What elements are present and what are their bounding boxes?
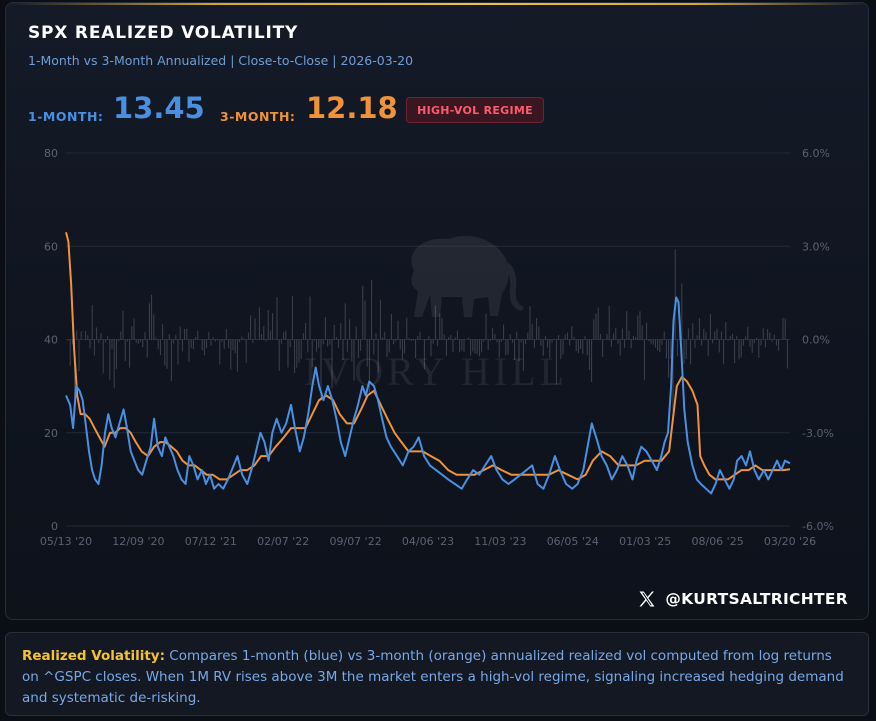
x-tick-label: 09/07 '22 [329, 535, 381, 548]
one-month-series-line [65, 296, 791, 495]
ivory-hill-watermark: IVORY HILL [304, 235, 568, 394]
chart-title: SPX REALIZED VOLATILITY [28, 23, 299, 43]
one-month-value: 13.45 [113, 91, 205, 125]
footer-lead: Realized Volatility: [22, 648, 166, 664]
social-handle[interactable]: @KURTSALTRICHTER [637, 589, 848, 609]
one-month-label: 1-MONTH: [28, 109, 104, 124]
x-tick-label: 06/05 '24 [547, 535, 599, 548]
y-tick-label: 80 [44, 147, 58, 160]
y2-tick-label: -6.0% [802, 520, 834, 533]
y-tick-label: 0 [51, 520, 58, 533]
daily-returns-bars [67, 249, 788, 412]
elephant-icon [411, 235, 524, 317]
x-tick-label: 01/03 '25 [619, 535, 671, 548]
x-tick-label: 02/07 '22 [257, 535, 309, 548]
x-tick-label: 08/06 '25 [691, 535, 743, 548]
y-tick-label: 40 [44, 334, 58, 347]
y2-tick-label: 0.0% [802, 334, 830, 347]
three-month-value: 12.18 [306, 91, 398, 125]
y-tick-label: 60 [44, 240, 58, 253]
chart-subtitle: 1-Month vs 3-Month Annualized | Close-to… [28, 53, 414, 68]
three-month-label: 3-MONTH: [220, 109, 296, 124]
x-tick-label: 11/03 '23 [474, 535, 526, 548]
axis-labels: 0 20 40 60 80 -6.0% -3.0% 0.0% 3.0% 6.0% 05/13 '20… [40, 147, 834, 548]
x-tick-label: 03/20 '26 [764, 535, 816, 548]
social-handle-text: @KURTSALTRICHTER [665, 590, 848, 608]
y2-tick-label: 3.0% [802, 240, 830, 253]
x-tick-label: 07/12 '21 [185, 535, 237, 548]
regime-badge: HIGH-VOL REGIME [406, 97, 544, 123]
grid-lines [66, 152, 790, 527]
footer-note: Realized Volatility: Compares 1-month (b… [5, 632, 869, 716]
card-accent-line [6, 3, 868, 5]
x-tick-label: 04/06 '23 [402, 535, 454, 548]
x-logo-icon [639, 591, 655, 607]
chart-card: SPX REALIZED VOLATILITY 1-Month vs 3-Mon… [5, 2, 869, 620]
y2-tick-label: -3.0% [802, 427, 834, 440]
y2-tick-label: 6.0% [802, 147, 830, 160]
footer-text: Compares 1-month (blue) vs 3-month (oran… [22, 648, 844, 706]
y-tick-label: 20 [44, 427, 58, 440]
volatility-chart: IVORY HILL 0 20 40 60 80 -6.0% -3.0% 0.0% 3.0% 6.… [40, 147, 834, 548]
x-tick-label: 12/09 '20 [112, 535, 164, 548]
x-tick-label: 05/13 '20 [40, 535, 92, 548]
watermark-text: IVORY HILL [304, 349, 568, 394]
